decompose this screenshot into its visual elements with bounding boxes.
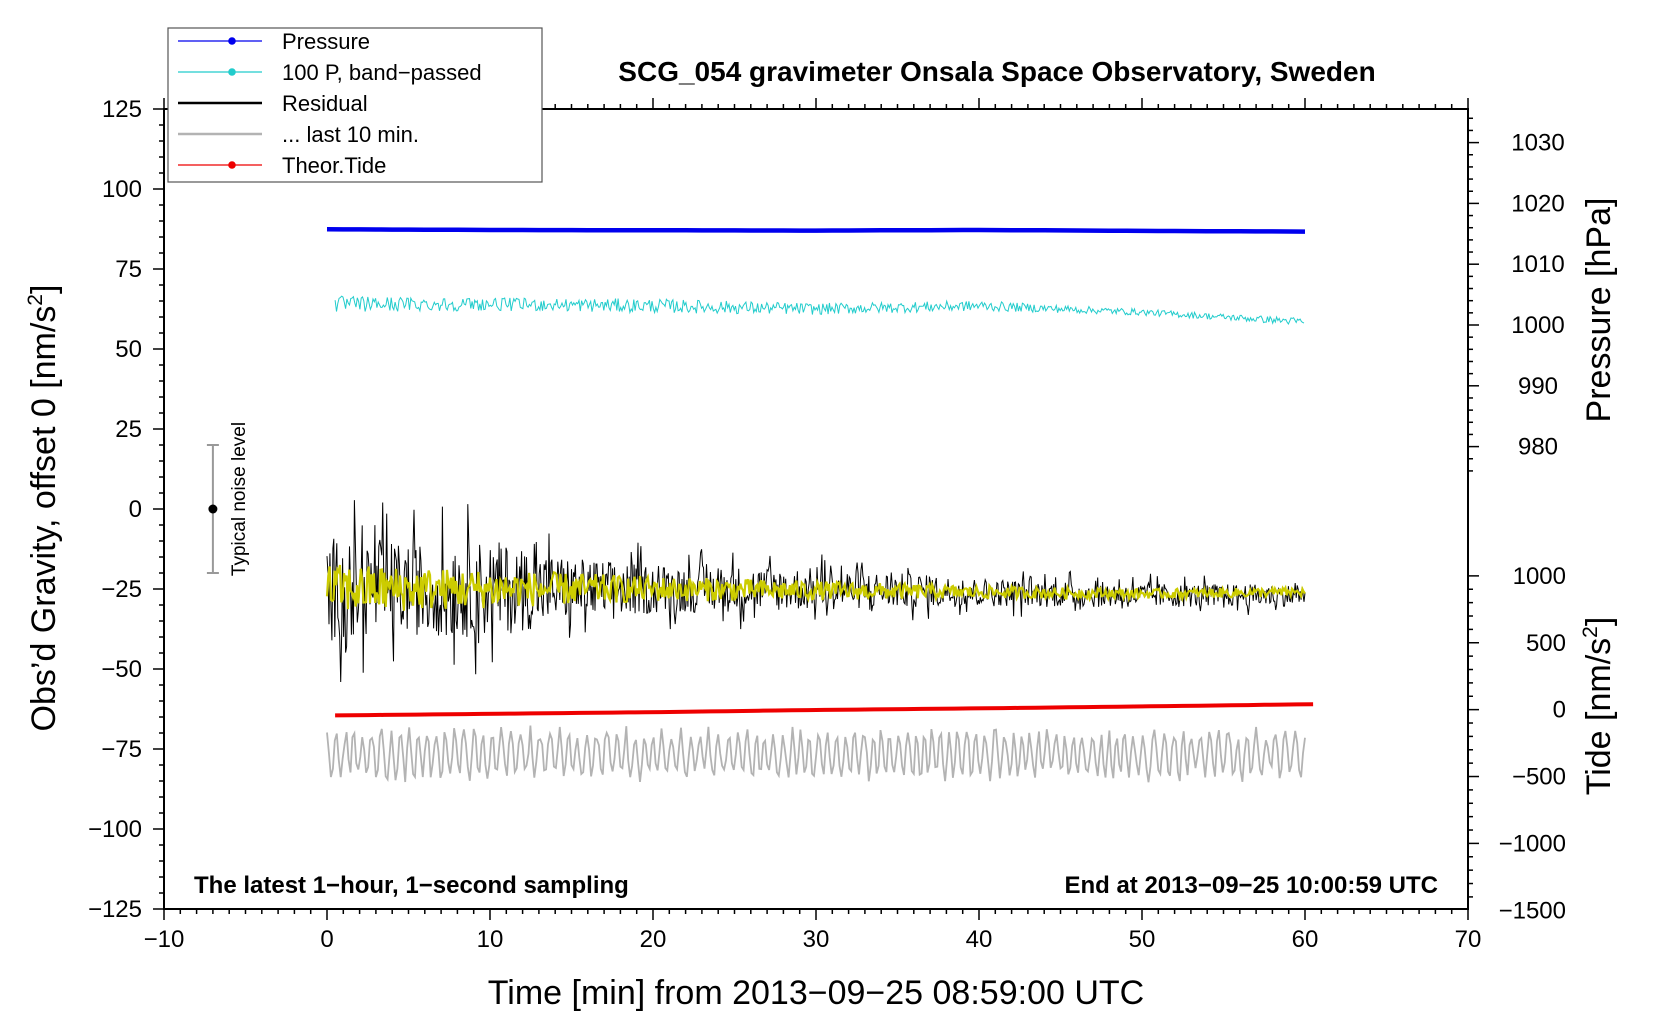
annotation-bottom-left: The latest 1−hour, 1−second sampling: [194, 872, 629, 899]
x-tick-label: 10: [477, 926, 504, 953]
legend-label: Residual: [282, 91, 368, 116]
x-tick-label: −10: [144, 926, 185, 953]
x-tick-label: 70: [1455, 926, 1482, 953]
y-tick-label: −50: [101, 656, 142, 683]
legend-marker: [228, 37, 236, 45]
x-tick-label: 0: [320, 926, 333, 953]
y-tick-label: −100: [88, 816, 142, 843]
pressure-tick-label: 1010: [1511, 251, 1564, 278]
y-axis-tide: 1000 500 0 −500 −1000 −1500: [1468, 563, 1566, 924]
series-theor-tide-line: [335, 702, 1314, 718]
y-axis-tide-title: Tide [nm/s2]: [1579, 617, 1618, 796]
pressure-tick-label: 1020: [1511, 190, 1564, 217]
y-axis-pressure-title: Pressure [hPa]: [1580, 198, 1618, 423]
y-tick-label: 125: [102, 96, 142, 123]
tide-tick-label: −1500: [1499, 897, 1566, 924]
y-tick-label: 50: [115, 336, 142, 363]
legend-marker: [228, 68, 236, 76]
y-tick-label: 100: [102, 176, 142, 203]
x-tick-label: 20: [640, 926, 667, 953]
y-tick-label: −25: [101, 576, 142, 603]
y-axis-left-title-end: ]: [25, 285, 63, 294]
legend-label: ... last 10 min.: [282, 122, 419, 147]
tide-tick-label: −1000: [1499, 830, 1566, 857]
series-last-10-min-line: [326, 725, 1306, 783]
y-axis-left-title: Obs’d Gravity, offset 0 [nm/s2]: [24, 285, 63, 732]
y-tick-label: 75: [115, 256, 142, 283]
y-tick-label: −75: [101, 736, 142, 763]
pressure-tick-label: 990: [1518, 373, 1558, 400]
chart-title: SCG_054 gravimeter Onsala Space Observat…: [618, 56, 1375, 87]
series-pressure-line: [326, 227, 1306, 234]
legend-label: Pressure: [282, 29, 370, 54]
pressure-tick-label: 1030: [1511, 130, 1564, 157]
legend-box: [167, 27, 543, 183]
y-axis-left-title-sup: 2: [24, 294, 47, 306]
x-tick-label: 50: [1129, 926, 1156, 953]
y-axis-tide-title-sup: 2: [1579, 626, 1602, 638]
tide-tick-label: −500: [1512, 764, 1566, 791]
y-tick-label: 25: [115, 416, 142, 443]
noise-label: Typical noise level: [229, 422, 250, 576]
noise-center-dot: [208, 504, 218, 514]
tide-tick-label: 1000: [1513, 563, 1566, 590]
y-axis-left: 125 100 75 50 25 0 −25 −50 −75 −100 −125: [88, 96, 164, 923]
annotation-bottom-right: End at 2013−09−25 10:00:59 UTC: [1064, 872, 1438, 899]
y-axis-pressure: 1030 1020 1010 1000 990 980: [1468, 117, 1565, 472]
legend-marker: [228, 161, 236, 169]
series-band-passed-line: [334, 295, 1305, 326]
legend-label: Theor.Tide: [282, 153, 386, 178]
x-axis: −10 0 10 20 30 40 50 60 70: [144, 98, 1482, 953]
y-axis-left-title-main: Obs’d Gravity, offset 0 [nm/s: [25, 306, 63, 732]
legend: Pressure 100 P, band−passed Residual ... la…: [167, 27, 543, 183]
y-axis-tide-title-main: Tide [nm/s: [1580, 638, 1618, 795]
y-tick-label: 0: [129, 496, 142, 523]
legend-label: 100 P, band−passed: [282, 60, 482, 85]
tide-tick-label: 500: [1526, 630, 1566, 657]
pressure-tick-label: 980: [1518, 434, 1558, 461]
y-tick-label: −125: [88, 896, 142, 923]
noise-marker: Typical noise level: [206, 422, 250, 576]
x-tick-label: 40: [966, 926, 993, 953]
tide-tick-label: 0: [1553, 697, 1566, 724]
x-tick-label: 60: [1292, 926, 1319, 953]
series-layer: [325, 227, 1314, 783]
series-residual-smoothed-line: [325, 564, 1306, 611]
series-residual-line: [326, 500, 1306, 683]
x-tick-label: 30: [803, 926, 830, 953]
x-axis-title: Time [min] from 2013−09−25 08:59:00 UTC: [488, 974, 1144, 1012]
pressure-tick-label: 1000: [1511, 312, 1564, 339]
y-axis-tide-title-end: ]: [1580, 617, 1618, 626]
